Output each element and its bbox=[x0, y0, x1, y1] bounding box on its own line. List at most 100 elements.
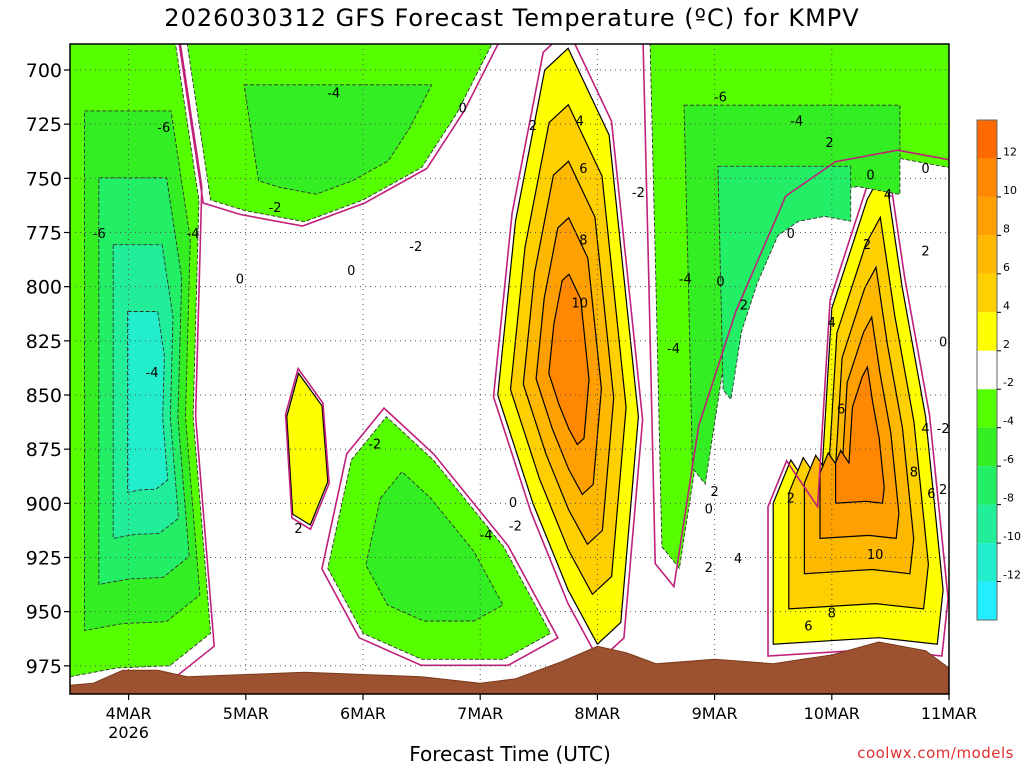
contour-label-24: 0 bbox=[866, 169, 874, 184]
contour-label-40: 6 bbox=[927, 487, 935, 502]
x-tick-label-1: 5MAR bbox=[223, 704, 269, 723]
x-tick-label-3: 7MAR bbox=[457, 704, 503, 723]
contour-label-43: 0 bbox=[705, 502, 713, 517]
contour-label-28: 2 bbox=[863, 238, 871, 253]
contour-label-33: -4 bbox=[667, 342, 680, 357]
contour-cold-north-east-2 bbox=[717, 165, 852, 401]
contour-label-44: 2 bbox=[787, 492, 795, 507]
contour-label-45: 4 bbox=[734, 552, 742, 567]
contour-label-49: 8 bbox=[828, 606, 836, 621]
contour-label-15: -2 bbox=[368, 437, 381, 452]
contour-label-41: 2 bbox=[939, 483, 947, 498]
contour-label-35: 0 bbox=[939, 336, 947, 351]
contour-label-0: -6 bbox=[93, 227, 106, 242]
y-tick-label-0: 700 bbox=[26, 60, 62, 82]
contour-label-25: 4 bbox=[884, 188, 892, 203]
y-tick-label-7: 875 bbox=[26, 439, 62, 461]
colorbar-label-2: 8 bbox=[1003, 222, 1010, 235]
contour-label-48: 6 bbox=[804, 619, 812, 634]
contour-label-18: -2 bbox=[509, 520, 522, 535]
contour-label-11: 4 bbox=[576, 115, 584, 130]
contour-label-2: -4 bbox=[146, 366, 159, 381]
y-tick-label-6: 850 bbox=[26, 385, 62, 407]
y-tick-label-4: 800 bbox=[26, 277, 62, 299]
contour-label-1: -6 bbox=[157, 121, 170, 136]
zero-contour-warm-5mar bbox=[284, 366, 330, 531]
contour-label-10: 2 bbox=[529, 119, 537, 134]
contour-cold-mid-1 bbox=[365, 471, 504, 622]
contour-cold-top-1 bbox=[243, 84, 433, 195]
y-tick-label-5: 825 bbox=[26, 331, 62, 353]
colorbar-bin-5 bbox=[977, 312, 997, 351]
contour-label-23: 2 bbox=[825, 136, 833, 151]
contour-label-32: 2 bbox=[740, 299, 748, 314]
contour-label-9: 0 bbox=[458, 102, 466, 117]
y-tick-label-3: 775 bbox=[26, 223, 62, 245]
y-tick-label-11: 975 bbox=[26, 656, 62, 678]
contour-warm-core-10mar-4 bbox=[835, 365, 885, 504]
ground-terrain bbox=[70, 641, 949, 694]
colorbar-label-7: -4 bbox=[1003, 415, 1014, 428]
contour-label-7: 0 bbox=[347, 264, 355, 279]
colorbar-label-11: -12 bbox=[1003, 569, 1021, 582]
contour-label-8: -2 bbox=[409, 240, 422, 255]
colorbar-bin-11 bbox=[977, 543, 997, 582]
zero-contour-cold-mid bbox=[321, 406, 559, 667]
colorbar-bin-7 bbox=[977, 389, 997, 428]
contour-cold-west-4 bbox=[127, 311, 169, 493]
contour-label-29: 2 bbox=[921, 245, 929, 260]
colorbar-bin-4 bbox=[977, 273, 997, 313]
x-tick-label-7: 11MAR bbox=[921, 704, 977, 723]
contour-label-38: -2 bbox=[937, 422, 950, 437]
colorbar-label-3: 6 bbox=[1003, 261, 1010, 274]
colorbar-label-6: -2 bbox=[1003, 376, 1014, 389]
contour-label-16: 2 bbox=[294, 522, 302, 537]
colorbar-bin-12 bbox=[977, 581, 997, 620]
colorbar-label-10: -10 bbox=[1003, 530, 1021, 543]
contour-label-5: -2 bbox=[269, 201, 282, 216]
colorbar-bin-6 bbox=[977, 350, 997, 390]
contour-label-47: 2 bbox=[705, 561, 713, 576]
zero-contour-cold-top bbox=[178, 44, 499, 227]
x-tick-label-2: 6MAR bbox=[340, 704, 386, 723]
contour-label-27: 0 bbox=[787, 227, 795, 242]
credit-text: coolwx.com/models bbox=[857, 744, 1014, 762]
y-tick-label-2: 750 bbox=[26, 168, 62, 190]
contour-label-34: 4 bbox=[828, 316, 836, 331]
contour-label-21: -6 bbox=[714, 91, 727, 106]
y-tick-label-1: 725 bbox=[26, 114, 62, 136]
colorbar-label-0: 12 bbox=[1003, 145, 1017, 158]
contour-warm-5mar-0 bbox=[286, 371, 329, 526]
y-tick-label-8: 900 bbox=[26, 493, 62, 515]
colorbar-frame bbox=[976, 119, 998, 621]
x-axis-label: Forecast Time (UTC) bbox=[409, 742, 611, 766]
colorbar-label-9: -8 bbox=[1003, 492, 1014, 505]
plot-frame bbox=[69, 43, 950, 695]
contour-label-17: -4 bbox=[480, 528, 493, 543]
contour-label-3: -4 bbox=[187, 227, 200, 242]
contour-label-6: 0 bbox=[236, 273, 244, 288]
contour-label-30: -4 bbox=[679, 273, 692, 288]
contour-label-20: -2 bbox=[632, 186, 645, 201]
colorbar-bin-1 bbox=[977, 158, 997, 197]
colorbar-label-8: -6 bbox=[1003, 453, 1014, 466]
contour-label-36: 6 bbox=[837, 403, 845, 418]
colorbar-bin-3 bbox=[977, 235, 997, 274]
y-tick-label-10: 950 bbox=[26, 602, 62, 624]
colorbar-bin-0 bbox=[977, 120, 997, 159]
contour-label-46: 10 bbox=[867, 548, 884, 563]
x-tick-label-4: 8MAR bbox=[574, 704, 620, 723]
colorbar-label-4: 4 bbox=[1003, 299, 1010, 312]
x-year-label: 2026 bbox=[108, 723, 149, 742]
y-tick-label-9: 925 bbox=[26, 548, 62, 570]
chart-title: 2026030312 GFS Forecast Temperature (ºC)… bbox=[164, 4, 860, 32]
colorbar-bin-2 bbox=[977, 196, 997, 236]
colorbar-bin-10 bbox=[977, 504, 997, 544]
x-tick-label-5: 9MAR bbox=[692, 704, 738, 723]
contour-label-12: 6 bbox=[579, 162, 587, 177]
x-tick-label-6: 10MAR bbox=[804, 704, 860, 723]
colorbar-label-1: 10 bbox=[1003, 184, 1017, 197]
contour-warm-core-8mar-4 bbox=[548, 273, 590, 446]
